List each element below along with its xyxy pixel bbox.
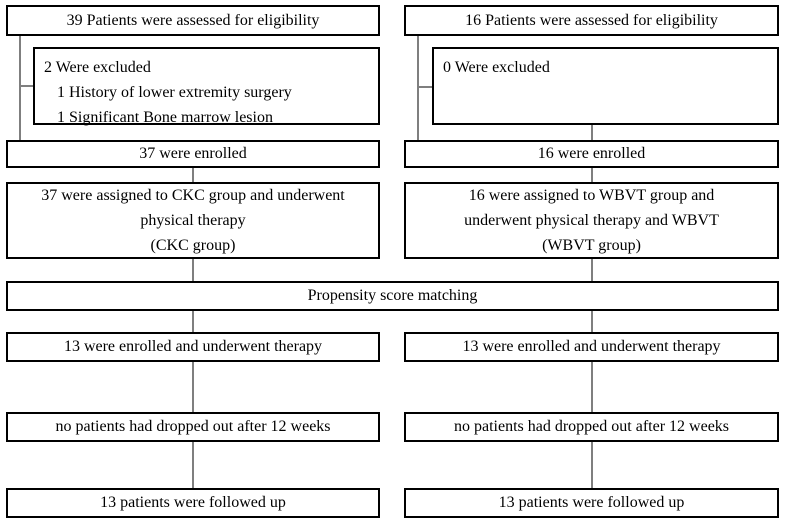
left-eligibility-text: 39 Patients were assessed for eligibilit… (66, 11, 320, 29)
connector-left-eligibility-drop (19, 36, 21, 140)
box-right-assigned: 16 were assigned to WBVT group and under… (404, 182, 779, 259)
box-right-excluded: 0 Were excluded (432, 47, 779, 125)
left-matched-text: 13 were enrolled and underwent therapy (63, 338, 323, 355)
box-left-dropout: no patients had dropped out after 12 wee… (6, 412, 380, 442)
right-excluded-line-1: 0 Were excluded (443, 59, 550, 76)
right-eligibility-text: 16 Patients were assessed for eligibilit… (465, 11, 718, 29)
connector-right-excluded-enrolled (591, 125, 593, 140)
right-assigned-line-3: (WBVT group) (542, 237, 641, 254)
connector-right-propensity-matched (591, 311, 593, 332)
left-excluded-line-3: 1 Significant Bone marrow lesion (57, 109, 273, 126)
right-enrolled-text: 16 were enrolled (537, 145, 646, 162)
box-right-enrolled: 16 were enrolled (404, 140, 779, 168)
left-followup-text: 13 patients were followed up (100, 494, 286, 511)
right-dropout-text: no patients had dropped out after 12 wee… (453, 418, 730, 435)
left-assigned-line-2: physical therapy (140, 212, 246, 229)
box-left-assigned: 37 were assigned to CKC group and underw… (6, 182, 380, 259)
box-left-enrolled: 37 were enrolled (6, 140, 380, 168)
connector-right-dropout-followup (591, 442, 593, 488)
left-assigned-line-3: (CKC group) (150, 237, 236, 254)
left-excluded-line-1: 2 Were excluded (44, 59, 151, 76)
box-propensity-matching: Propensity score matching (6, 281, 779, 311)
connector-left-propensity-matched (192, 311, 194, 332)
right-assigned-line-2: underwent physical therapy and WBVT (464, 212, 719, 229)
right-assigned-line-1: 16 were assigned to WBVT group and (468, 187, 715, 204)
connector-right-eligibility-drop (417, 36, 419, 140)
left-dropout-text: no patients had dropped out after 12 wee… (55, 418, 331, 435)
right-followup-text: 13 patients were followed up (498, 494, 685, 511)
right-matched-text: 13 were enrolled and underwent therapy (462, 338, 721, 355)
box-left-excluded: 2 Were excluded 1 History of lower extre… (33, 47, 380, 126)
connector-left-dropout-followup (192, 442, 194, 488)
connector-right-assigned-propensity (591, 259, 593, 281)
box-right-dropout: no patients had dropped out after 12 wee… (404, 412, 779, 442)
box-right-followup: 13 patients were followed up (404, 488, 779, 518)
connector-left-assigned-propensity (192, 259, 194, 281)
connector-right-enrolled-assigned (591, 168, 593, 182)
connector-left-enrolled-assigned (192, 168, 194, 182)
connector-right-matched-dropout (591, 362, 593, 412)
left-excluded-line-2: 1 History of lower extremity surgery (57, 84, 292, 101)
box-right-eligibility: 16 Patients were assessed for eligibilit… (404, 5, 779, 36)
connector-left-excluded-stub (19, 85, 35, 87)
box-left-followup: 13 patients were followed up (6, 488, 380, 518)
left-enrolled-text: 37 were enrolled (139, 145, 247, 162)
box-left-matched: 13 were enrolled and underwent therapy (6, 332, 380, 362)
box-right-matched: 13 were enrolled and underwent therapy (404, 332, 779, 362)
propensity-text: Propensity score matching (307, 287, 478, 304)
box-left-eligibility: 39 Patients were assessed for eligibilit… (6, 5, 380, 36)
connector-left-matched-dropout (192, 362, 194, 412)
left-assigned-line-1: 37 were assigned to CKC group and underw… (41, 187, 345, 204)
connector-right-excluded-stub (417, 86, 434, 88)
